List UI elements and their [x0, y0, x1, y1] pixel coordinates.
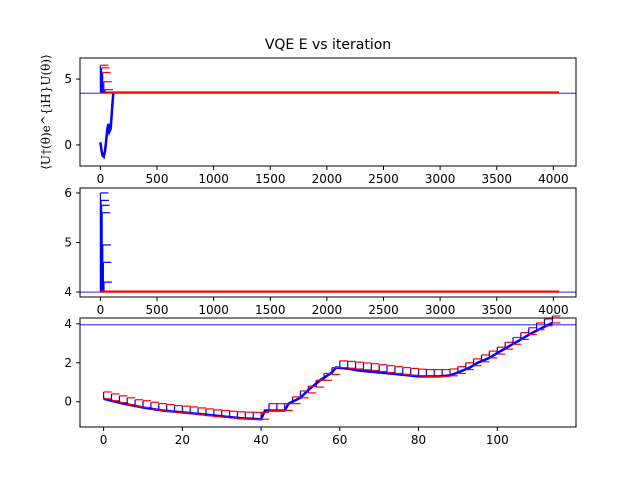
x-tick-label: 4000: [538, 303, 569, 317]
y-tick-label: 2: [64, 356, 72, 370]
y-tick-label: 5: [64, 236, 72, 250]
x-tick-label: 100: [486, 433, 509, 447]
x-tick-label: 3500: [481, 303, 512, 317]
x-tick-label: 500: [146, 172, 169, 186]
x-tick-label: 60: [332, 433, 347, 447]
panel-3: 0 20 40 60 80 100 0 2 4: [64, 315, 577, 447]
x-tick-label: 2000: [312, 303, 343, 317]
x-tick-label: 0: [100, 433, 108, 447]
x-tick-label: 1000: [198, 172, 229, 186]
y-tick-label: 4: [64, 317, 72, 331]
axes-frame: [79, 57, 577, 167]
x-tick-label: 0: [97, 172, 105, 186]
x-tick-label: 1500: [255, 303, 286, 317]
x-tick-label: 2000: [312, 172, 343, 186]
x-tick-label: 3500: [481, 172, 512, 186]
axes-frame: [79, 187, 577, 298]
y-tick-label: 0: [64, 395, 72, 409]
x-tick-label: 2500: [368, 172, 399, 186]
panel-1: 0 500 1000 1500 2000 2500 3000 3500 4000 0 5: [64, 57, 577, 186]
x-tick-label: 20: [175, 433, 190, 447]
x-tick-label: 3000: [425, 172, 456, 186]
y-tick-label: 5: [64, 72, 72, 86]
x-tick-label: 1000: [198, 303, 229, 317]
panel-2: 0 500 1000 1500 2000 2500 3000 3500 4000 4 5 6: [64, 186, 577, 317]
x-tick-label: 2500: [368, 303, 399, 317]
y-tick-label: 6: [64, 186, 72, 200]
x-tick-label: 40: [253, 433, 268, 447]
x-tick-label: 80: [411, 433, 426, 447]
chart-title: VQE E vs iteration: [265, 37, 391, 53]
y-tick-label: 0: [64, 138, 72, 152]
x-tick-label: 0: [97, 303, 105, 317]
series-line-1: [99, 92, 115, 160]
y-tick-label: 4: [64, 285, 72, 299]
x-tick-label: 3000: [425, 303, 456, 317]
y-axis-label: ⟨U†(θ)e^{iH}U(θ)⟩: [39, 54, 53, 170]
x-tick-label: 1500: [255, 172, 286, 186]
axes-frame: [79, 317, 577, 428]
x-tick-label: 4000: [538, 172, 569, 186]
x-tick-label: 500: [146, 303, 169, 317]
